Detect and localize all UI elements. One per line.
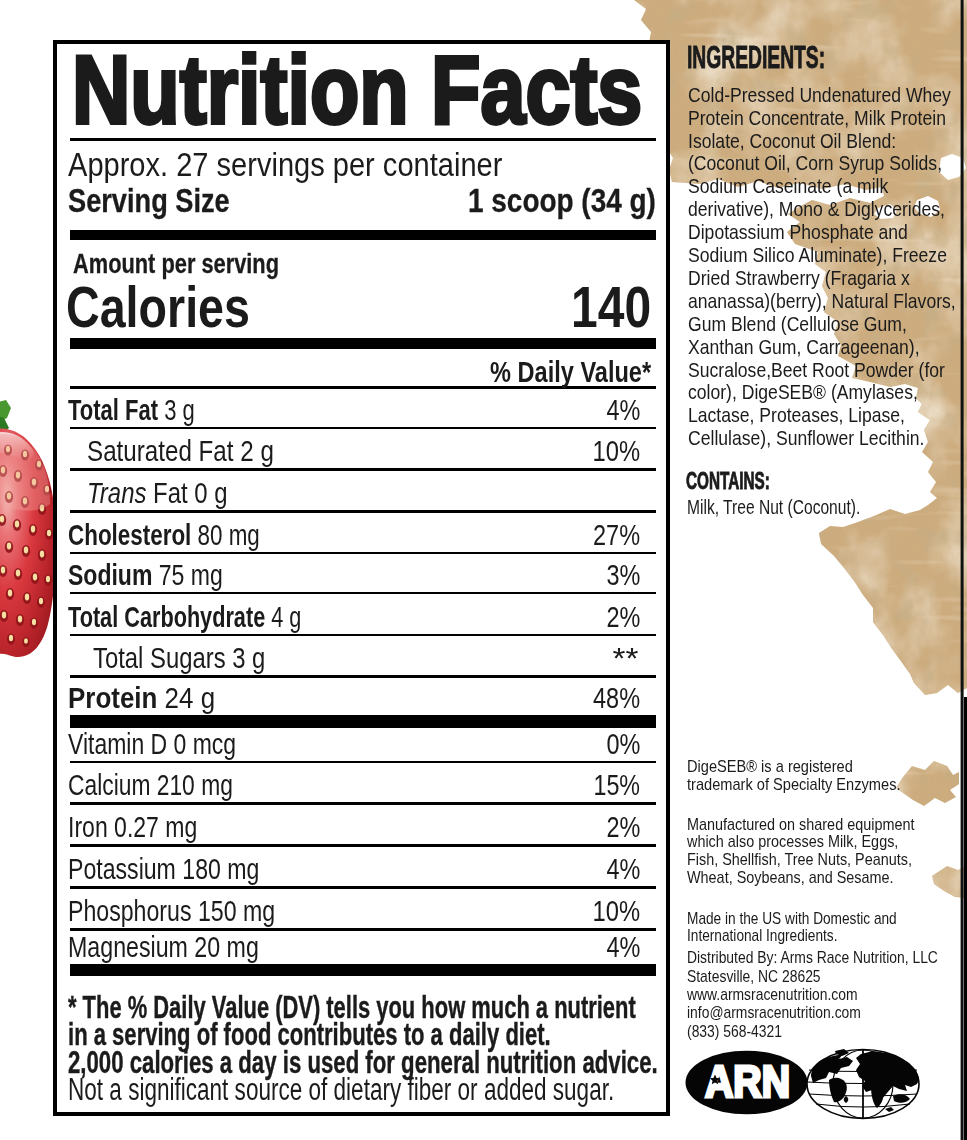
svg-text:ARN: ARN [705, 1057, 790, 1106]
